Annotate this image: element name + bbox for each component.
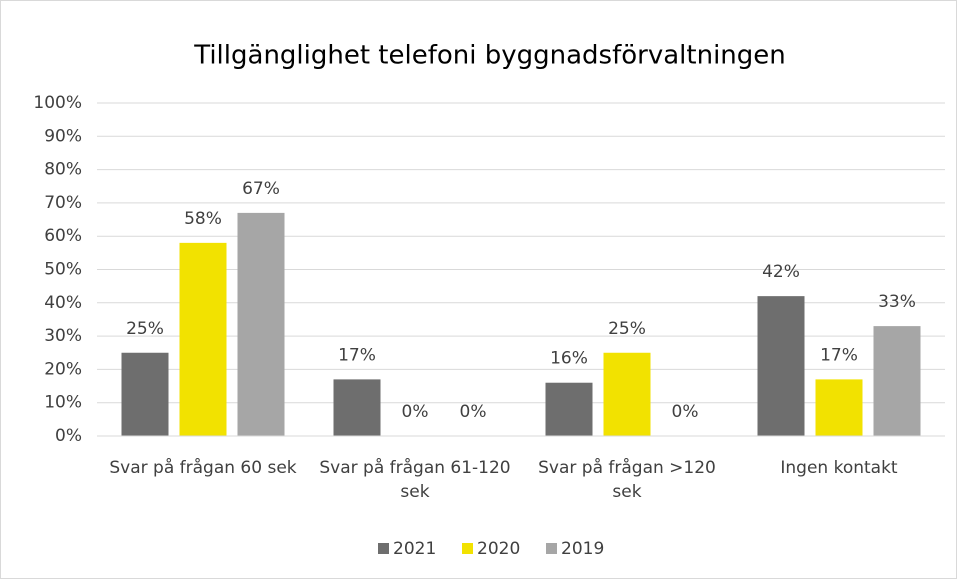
data-label: 42% [762,262,800,282]
y-tick-label: 60% [44,226,82,246]
y-tick-label: 40% [44,293,82,313]
data-label: 0% [672,402,699,422]
bar [333,379,381,436]
legend-swatch [462,543,473,554]
data-label: 0% [402,402,429,422]
y-tick-label: 0% [55,426,82,446]
data-label: 16% [550,349,588,369]
legend-label: 2021 [393,539,436,559]
bar [121,352,169,436]
y-tick-label: 20% [44,359,82,379]
legend-label: 2019 [561,539,604,559]
legend-swatch [378,543,389,554]
bar [815,379,863,436]
y-tick-label: 80% [44,160,82,180]
y-tick-label: 100% [33,93,82,113]
data-label: 17% [820,345,858,365]
legend-label: 2020 [477,539,520,559]
data-label: 17% [338,345,376,365]
x-tick-label: Svar på frågan >120 sek [538,458,716,502]
bar [603,352,651,436]
x-tick-label: Svar på frågan 60 sek [109,458,297,478]
bar [873,326,921,436]
bar [545,382,593,436]
bar [237,212,285,436]
data-label: 33% [878,292,916,312]
bar [179,242,227,436]
y-tick-label: 90% [44,126,82,146]
y-tick-label: 50% [44,260,82,280]
data-label: 67% [242,179,280,199]
y-tick-label: 10% [44,393,82,413]
bar [757,296,805,436]
data-label: 0% [460,402,487,422]
data-label: 25% [126,319,164,339]
data-label: 58% [184,209,222,229]
x-tick-label: Svar på frågan 61-120 sek [319,458,511,502]
x-tick-label: Ingen kontakt [780,458,898,478]
chart-title: Tillgänglighet telefoni byggnadsförvaltn… [193,41,786,71]
y-tick-label: 70% [44,193,82,213]
legend-swatch [546,543,557,554]
data-label: 25% [608,319,646,339]
y-tick-label: 30% [44,326,82,346]
